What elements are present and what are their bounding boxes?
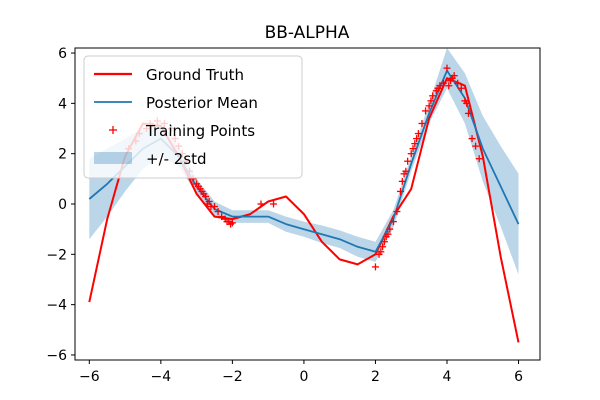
x-tick-label: 6 — [514, 369, 523, 385]
legend-label: Ground Truth — [146, 66, 244, 84]
training-point — [436, 82, 444, 90]
training-point — [439, 79, 447, 87]
x-tick-label: 4 — [443, 369, 452, 385]
x-tick-label: −2 — [222, 369, 243, 385]
y-tick-label: 2 — [58, 147, 67, 163]
x-tick-label: −6 — [79, 369, 100, 385]
training-point — [413, 135, 421, 143]
training-point — [407, 150, 415, 158]
training-point — [257, 200, 265, 208]
training-point — [472, 142, 480, 150]
training-point — [457, 84, 465, 92]
x-tick-label: 0 — [299, 369, 308, 385]
training-point — [402, 167, 410, 175]
training-point — [454, 79, 462, 87]
training-point — [218, 213, 226, 221]
legend-swatch-std-band — [94, 152, 132, 164]
training-point — [371, 263, 379, 271]
legend-label: +/- 2std — [146, 150, 207, 168]
training-point — [409, 145, 417, 153]
legend-swatch-training-points — [109, 126, 117, 134]
training-point — [404, 157, 412, 165]
training-point — [411, 140, 419, 148]
y-tick-label: 4 — [58, 96, 67, 112]
training-point — [389, 218, 397, 226]
legend-label: Training Points — [145, 122, 255, 140]
legend-label: Posterior Mean — [146, 94, 258, 112]
training-point — [468, 135, 476, 143]
training-point — [418, 119, 426, 127]
training-point — [214, 208, 222, 216]
training-point — [380, 238, 388, 246]
y-tick-label: −6 — [46, 348, 67, 364]
y-tick-label: 0 — [58, 197, 67, 213]
y-tick-label: 6 — [58, 46, 67, 62]
chart-title: BB-ALPHA — [265, 23, 350, 43]
training-point — [377, 248, 385, 256]
training-point — [422, 107, 430, 115]
training-point — [270, 200, 278, 208]
training-point — [427, 97, 435, 105]
legend-box — [83, 55, 303, 179]
y-tick-label: −2 — [46, 247, 67, 263]
legend: Ground Truth Posterior Mean Training Point… — [83, 55, 303, 179]
training-point — [425, 102, 433, 110]
training-point — [379, 243, 387, 251]
training-point — [464, 109, 472, 117]
training-point — [228, 219, 236, 227]
training-point — [463, 99, 471, 107]
training-point — [414, 130, 422, 138]
training-point — [398, 177, 406, 185]
training-point — [384, 230, 392, 238]
training-point — [397, 187, 404, 195]
x-tick-label: −4 — [151, 369, 172, 385]
training-point — [211, 203, 218, 211]
y-tick-label: −4 — [46, 298, 67, 314]
training-point — [393, 208, 401, 216]
training-point — [475, 155, 483, 163]
training-point — [429, 92, 437, 100]
x-tick-label: 2 — [371, 369, 380, 385]
training-point — [202, 192, 210, 200]
training-point — [443, 64, 451, 72]
training-point — [450, 72, 458, 80]
training-point — [445, 82, 453, 90]
training-point — [386, 225, 394, 233]
training-point — [205, 197, 213, 205]
